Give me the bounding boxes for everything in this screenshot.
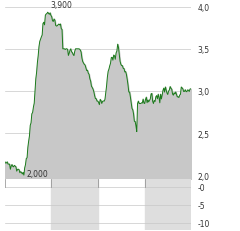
Bar xyxy=(145,179,191,230)
Bar xyxy=(51,179,98,230)
Text: 3,900: 3,900 xyxy=(50,1,72,10)
Text: 2,000: 2,000 xyxy=(26,169,48,178)
